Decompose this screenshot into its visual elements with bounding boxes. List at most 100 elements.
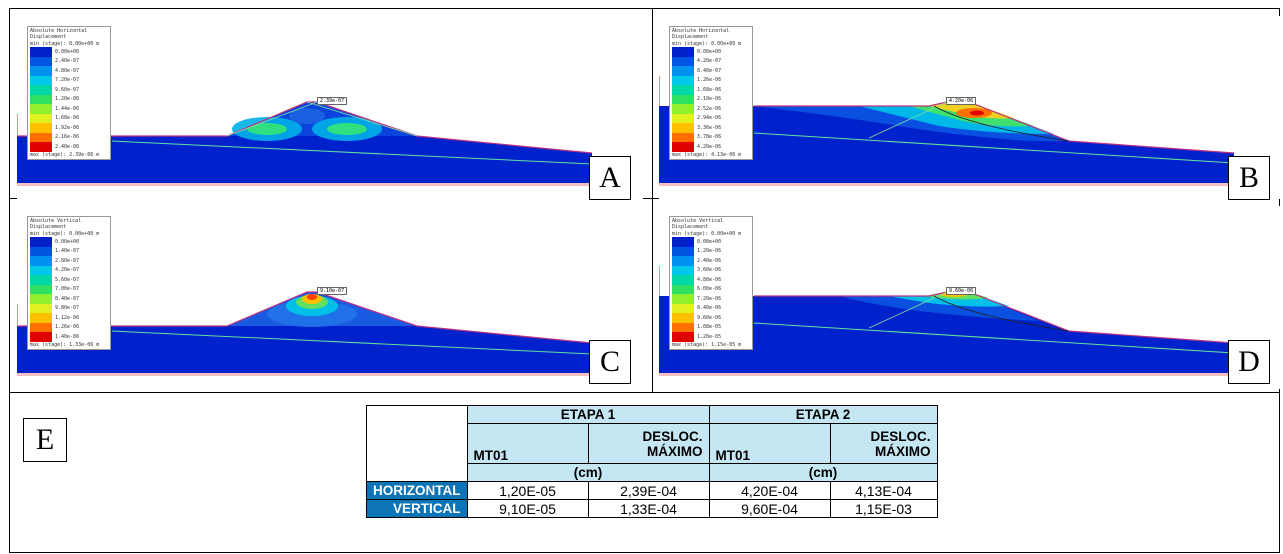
panel-b-plot	[659, 16, 1283, 199]
row-label-horizontal: HORIZONTAL	[366, 481, 468, 500]
panel-c-plot	[17, 206, 643, 389]
displacement-table: ETAPA 1 ETAPA 2 MT01 DESLOC. MÁXIMO MT01 …	[366, 405, 938, 518]
panel-label-b: B	[1228, 156, 1270, 200]
panel-a-legend: Absolute Horizontal Displacement min (st…	[27, 26, 111, 160]
legend-value: 1.92e-06	[55, 124, 80, 131]
desloc-label-1: DESLOC.	[642, 428, 703, 444]
legend-swatch	[672, 322, 694, 332]
legend-swatch	[672, 113, 694, 123]
table-header-mt01-stage2: MT01	[708, 423, 831, 464]
legend-level: 2.52e-06	[672, 104, 750, 114]
legend-value: 1.20e-06	[55, 96, 80, 103]
legend-value: 1.40e-06	[55, 333, 80, 340]
panel-c-legend-title: Absolute Vertical Displacement	[30, 218, 82, 230]
cell-h-mt01-1: 1,20E-05	[466, 481, 589, 500]
legend-value: 8.40e-07	[697, 67, 722, 74]
legend-value: 3.60e-06	[697, 267, 722, 274]
legend-value: 1.68e-06	[697, 86, 722, 93]
legend-level: 4.20e-07	[672, 56, 750, 66]
legend-swatch	[30, 256, 52, 266]
legend-swatch	[30, 132, 52, 142]
legend-value: 9.80e-07	[55, 305, 80, 312]
legend-level: 2.16e-06	[30, 132, 108, 142]
legend-swatch	[30, 104, 52, 114]
legend-value: 9.60e-06	[697, 314, 722, 321]
panel-d-vertical-stage2: 9.60e-06 Absolute Vertical Displacement …	[659, 206, 1283, 389]
panel-c-max-tag: 9.10e-07	[317, 287, 348, 295]
cell-v-max-1: 1,33E-04	[587, 499, 710, 518]
legend-level: 1.44e-06	[30, 104, 108, 114]
legend-swatch	[30, 113, 52, 123]
legend-value: 3.36e-06	[697, 124, 722, 131]
legend-swatch	[30, 284, 52, 294]
legend-swatch	[672, 104, 694, 114]
legend-swatch	[672, 142, 694, 152]
legend-swatch	[672, 132, 694, 142]
table-corner-2	[366, 423, 468, 444]
legend-level: 8.40e-07	[672, 66, 750, 76]
legend-value: 1.08e-05	[697, 324, 722, 331]
panel-d-legend: Absolute Vertical Displacement min (stag…	[669, 216, 753, 350]
table-unit-stage1: (cm)	[466, 463, 710, 482]
legend-swatch	[30, 294, 52, 304]
panel-a-plot	[17, 16, 643, 199]
legend-value: 2.40e-06	[697, 257, 722, 264]
table-unit-stage2: (cm)	[708, 463, 938, 482]
legend-swatch	[672, 47, 694, 57]
legend-swatch	[672, 237, 694, 247]
legend-level: 0.00e+00	[30, 237, 108, 247]
legend-level: 4.80e-06	[672, 275, 750, 285]
legend-swatch	[30, 332, 52, 342]
table-header-etapa2: ETAPA 2	[708, 405, 938, 424]
legend-swatch	[672, 94, 694, 104]
legend-value: 1.68e-06	[55, 115, 80, 122]
legend-swatch	[672, 75, 694, 85]
cell-v-mt01-2: 9,60E-04	[708, 499, 831, 518]
cell-h-max-1: 2,39E-04	[587, 481, 710, 500]
legend-value: 8.40e-06	[697, 305, 722, 312]
legend-level: 1.20e-06	[30, 94, 108, 104]
legend-swatch	[30, 47, 52, 57]
legend-swatch	[672, 284, 694, 294]
legend-value: 7.20e-07	[55, 77, 80, 84]
cell-h-mt01-2: 4,20E-04	[708, 481, 831, 500]
table-header-etapa1: ETAPA 1	[466, 405, 710, 424]
legend-value: 1.40e-07	[55, 248, 80, 255]
legend-value: 3.78e-06	[697, 134, 722, 141]
cell-v-max-2: 1,15E-03	[829, 499, 938, 518]
legend-value: 6.00e-06	[697, 286, 722, 293]
legend-level: 0.00e+00	[672, 47, 750, 57]
panel-divider-row2	[9, 392, 1280, 393]
panel-b-horizontal-stage2: 4.20e-06 Absolute Horizontal Displacemen…	[659, 16, 1283, 200]
panel-b-legend-max: max (stage): 4.13e-06 m	[672, 151, 742, 158]
legend-value: 4.80e-07	[55, 67, 80, 74]
legend-level: 9.60e-07	[30, 85, 108, 95]
legend-level: 1.40e-06	[30, 332, 108, 342]
legend-value: 4.20e-07	[697, 58, 722, 65]
legend-value: 1.26e-06	[55, 324, 80, 331]
legend-value: 2.52e-06	[697, 105, 722, 112]
legend-swatch	[30, 66, 52, 76]
panel-b-legend-title: Absolute Horizontal Displacement	[672, 28, 730, 40]
panel-c-legend-min: min (stage): 0.00e+00 m	[30, 231, 100, 237]
legend-swatch	[672, 246, 694, 256]
legend-swatch	[672, 56, 694, 66]
legend-swatch	[672, 294, 694, 304]
legend-level: 0.00e+00	[672, 237, 750, 247]
legend-swatch	[30, 85, 52, 95]
legend-level: 7.00e-07	[30, 284, 108, 294]
legend-swatch	[30, 142, 52, 152]
legend-value: 4.80e-06	[697, 276, 722, 283]
legend-value: 0.00e+00	[55, 238, 80, 245]
panel-divider-vertical	[652, 8, 653, 393]
legend-level: 1.20e-06	[672, 246, 750, 256]
legend-swatch	[30, 56, 52, 66]
panel-a-legend-min: min (stage): 0.00e+00 m	[30, 41, 100, 47]
legend-value: 1.20e-05	[697, 333, 722, 340]
legend-value: 9.60e-07	[55, 86, 80, 93]
legend-level: 1.92e-06	[30, 123, 108, 133]
legend-level: 1.40e-07	[30, 246, 108, 256]
legend-value: 2.10e-06	[697, 96, 722, 103]
legend-swatch	[30, 75, 52, 85]
legend-level: 1.26e-06	[30, 322, 108, 332]
